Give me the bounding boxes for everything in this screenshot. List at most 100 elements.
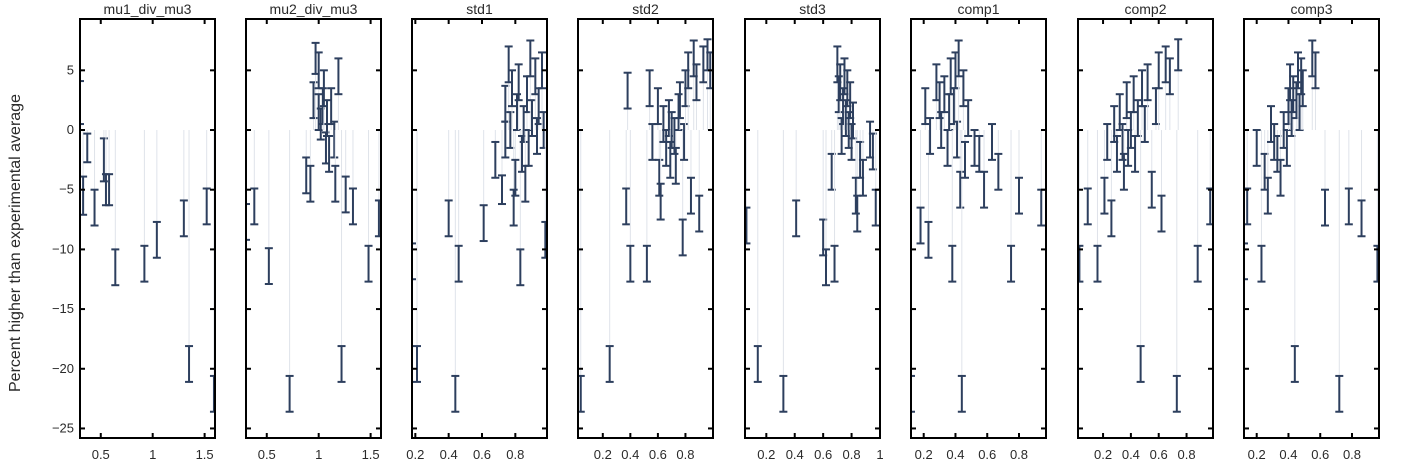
x-tick-label: 0.6 — [473, 447, 491, 462]
error-bar — [541, 220, 547, 259]
x-tick-label: 0.6 — [1150, 447, 1168, 462]
error-bar — [792, 199, 801, 238]
error-bar — [454, 244, 463, 283]
y-ticks — [911, 69, 1046, 430]
x-tick-label: 0.2 — [757, 447, 775, 462]
error-bar — [526, 39, 535, 78]
x-ticks: 0.5 1 1.5 — [258, 19, 380, 462]
error-bar — [1335, 374, 1344, 413]
y-tick-label: −25 — [52, 420, 74, 435]
error-bar — [779, 374, 788, 413]
x-ticks: 0.2 0.4 0.6 0.8 1 — [757, 19, 884, 462]
error-bar — [302, 156, 311, 195]
error-bar — [1119, 152, 1128, 191]
error-bar — [1290, 345, 1299, 383]
error-bar — [1321, 188, 1329, 227]
error-bar — [680, 123, 689, 161]
error-bar — [514, 63, 523, 102]
error-bar — [1357, 199, 1366, 238]
error-bar — [246, 203, 250, 241]
error-bar — [1193, 244, 1202, 283]
error-bar — [745, 206, 751, 245]
x-tick-label: 0.2 — [1094, 447, 1112, 462]
x-tick-label: 0.6 — [814, 447, 832, 462]
error-bar — [1147, 170, 1156, 209]
error-bar — [1136, 345, 1145, 383]
x-tick-label: 0.4 — [1122, 447, 1140, 462]
error-bar — [1172, 374, 1181, 413]
panel-frame — [910, 18, 1047, 439]
x-tick-label: 0.4 — [946, 447, 964, 462]
error-bar — [516, 248, 525, 287]
error-bar — [1037, 188, 1046, 227]
x-tick-label: 0.2 — [594, 447, 612, 462]
error-bar — [622, 187, 631, 226]
error-bar — [511, 158, 520, 197]
error-bar — [674, 93, 683, 132]
y-ticks — [412, 69, 547, 430]
error-bar — [961, 140, 969, 179]
x-tick-label: 0.4 — [440, 447, 458, 462]
plot-area — [412, 39, 547, 413]
x-tick-label: 0.2 — [406, 447, 424, 462]
y-ticks — [1078, 69, 1213, 430]
error-bar — [645, 69, 654, 108]
y-tick-labels: 5 0 −5 −10 −15 −20 −25 — [52, 62, 74, 435]
panel-title: std2 — [632, 1, 659, 17]
error-bar — [498, 174, 506, 206]
error-bar — [911, 374, 915, 413]
error-bar — [921, 87, 930, 126]
error-bar — [285, 374, 294, 413]
plot-area — [246, 41, 381, 413]
panel-5: 0.2 0.4 0.6 0.8 1 std3 — [744, 1, 884, 462]
x-tick-label: 0.2 — [1248, 447, 1266, 462]
y-ticks — [80, 69, 215, 430]
error-bar — [964, 99, 973, 137]
plot-area — [911, 39, 1046, 413]
error-bar — [1122, 81, 1131, 120]
x-tick-label: 0.8 — [1343, 447, 1361, 462]
error-bar — [309, 81, 318, 120]
plot-area — [578, 38, 713, 413]
error-bar — [675, 81, 684, 120]
error-bar — [926, 117, 935, 155]
error-bar — [152, 220, 161, 259]
x-tick-label: 0.6 — [1311, 447, 1329, 462]
error-bar — [1298, 69, 1307, 108]
error-bar — [1129, 75, 1138, 114]
error-bar — [508, 69, 516, 108]
x-tick-label: 0.5 — [258, 447, 276, 462]
error-bar — [1257, 244, 1266, 283]
y-tick-label: 5 — [67, 62, 74, 77]
error-bar — [686, 176, 695, 215]
error-bar — [306, 164, 315, 203]
error-bar — [1157, 194, 1166, 233]
error-bar — [348, 187, 357, 226]
panel-frame — [245, 18, 382, 439]
error-bar — [111, 248, 120, 287]
error-bar — [655, 158, 664, 197]
x-tick-label: 0.6 — [649, 447, 667, 462]
x-tick-label: 0.8 — [843, 447, 861, 462]
plot-area — [1078, 38, 1213, 413]
error-bar — [83, 132, 92, 164]
error-bar — [1165, 57, 1174, 96]
y-ticks — [1244, 69, 1379, 430]
error-bar — [1078, 244, 1084, 283]
error-bar — [834, 75, 843, 114]
error-bar — [330, 120, 339, 159]
error-bar — [626, 244, 635, 283]
error-bar — [364, 244, 373, 283]
error-bar — [1103, 123, 1112, 161]
x-tick-label: 0.2 — [915, 447, 933, 462]
error-bar — [1112, 134, 1121, 173]
error-bar — [334, 57, 343, 96]
panel-2: 0.5 1 1.5 mu2_div_mu3 — [245, 1, 382, 462]
error-bar — [623, 71, 632, 110]
error-bar — [1083, 187, 1092, 226]
error-bar — [412, 242, 416, 281]
panel-title: mu1_div_mu3 — [104, 1, 192, 17]
x-tick-label: 0.6 — [978, 447, 996, 462]
error-bar — [671, 146, 680, 185]
error-bar — [1107, 199, 1116, 238]
